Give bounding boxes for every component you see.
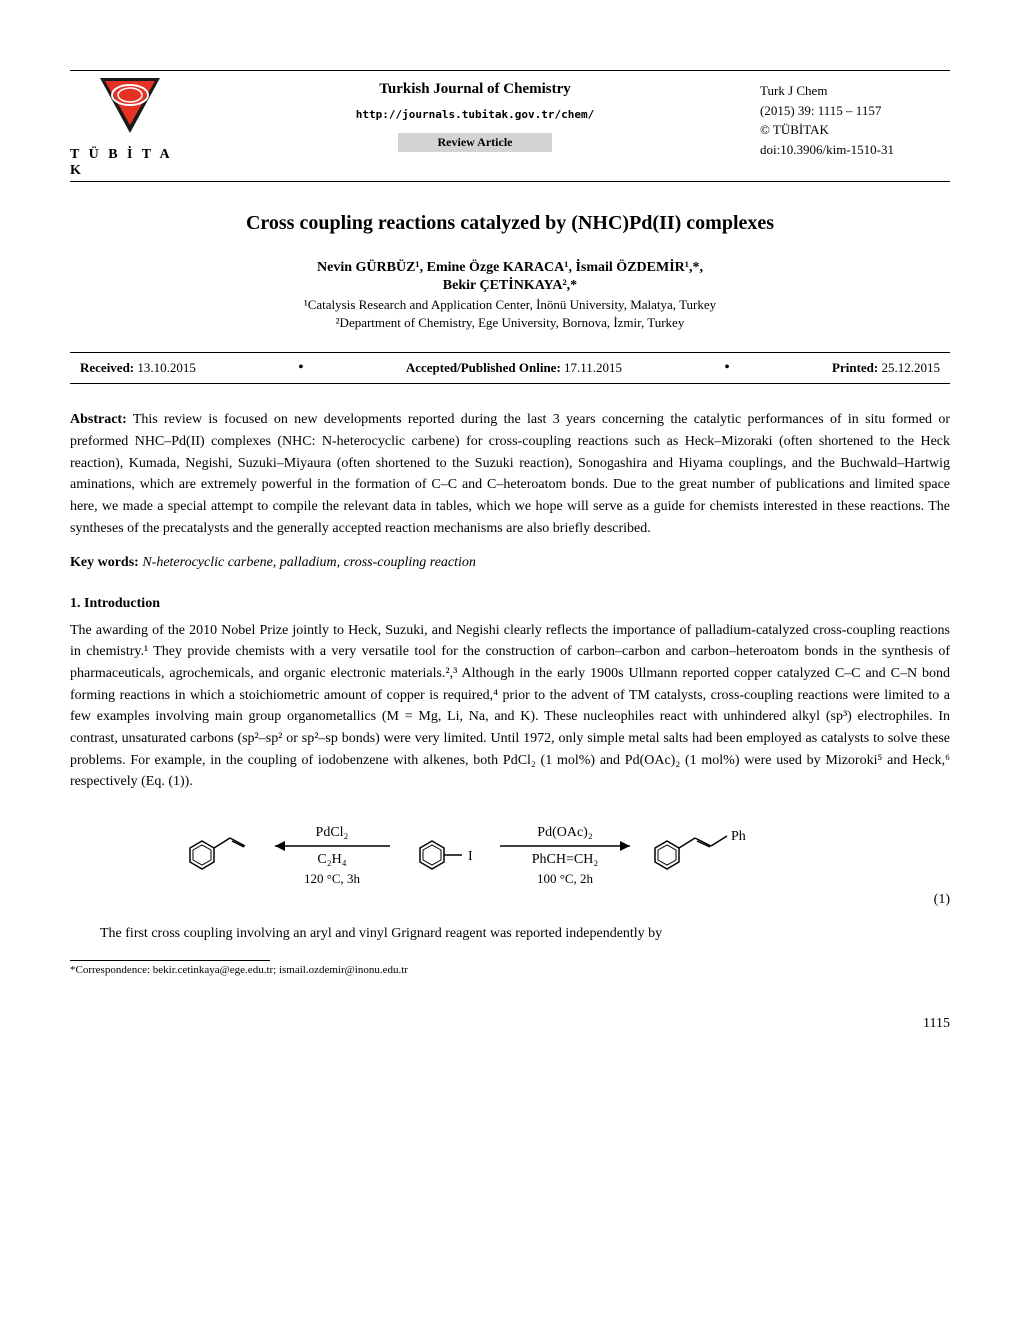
journal-issue: (2015) 39: 1115 – 1157 — [760, 101, 950, 121]
accepted-block: Accepted/Published Online: 17.11.2015 — [406, 360, 622, 376]
p2-text: The first cross coupling involving an ar… — [100, 926, 662, 941]
header-bottom-rule — [70, 181, 950, 182]
right-reagent-mid: PhCH=CH₂ — [532, 852, 599, 867]
printed-block: Printed: 25.12.2015 — [832, 360, 940, 376]
authors-line1: Nevin GÜRBÜZ¹, Emine Özge KARACA¹, İsmai… — [70, 260, 950, 276]
header-center: Turkish Journal of Chemistry http://jour… — [210, 73, 740, 179]
intro-paragraph-1: The awarding of the 2010 Nobel Prize joi… — [70, 620, 950, 794]
affiliations: ¹Catalysis Research and Application Cent… — [70, 296, 950, 332]
intro-paragraph-2: The first cross coupling involving an ar… — [70, 923, 950, 945]
left-reagent-bottom: 120 °C, 3h — [304, 871, 361, 886]
article-type-badge: Review Article — [398, 133, 553, 152]
right-reagent-bottom: 100 °C, 2h — [537, 871, 594, 886]
svg-text:I: I — [468, 849, 473, 864]
printed-label: Printed: — [832, 360, 878, 375]
received-block: Received: 13.10.2015 — [80, 360, 196, 376]
journal-copyright: © TÜBİTAK — [760, 120, 950, 140]
article-title: Cross coupling reactions catalyzed by (N… — [70, 212, 950, 235]
header-meta: Turk J Chem (2015) 39: 1115 – 1157 © TÜB… — [760, 73, 950, 179]
logo-text: T Ü B İ T A K — [70, 147, 190, 179]
reaction-svg-icon: PdCl₂ C₂H₄ 120 °C, 3h I Pd(OAc)₂ PhCH=CH… — [160, 808, 860, 903]
keywords-text: N-heterocyclic carbene, palladium, cross… — [142, 555, 476, 570]
correspondence-footnote: *Correspondence: bekir.cetinkaya@ege.edu… — [70, 964, 950, 976]
received-label: Received: — [80, 360, 134, 375]
section-1-heading: 1. Introduction — [70, 596, 950, 612]
tubitak-logo-icon — [95, 73, 165, 143]
right-reagent-top: Pd(OAc)₂ — [537, 825, 593, 840]
footnote-rule — [70, 960, 270, 961]
ph-label: Ph — [731, 829, 746, 844]
top-rule — [70, 70, 950, 71]
header-section: T Ü B İ T A K Turkish Journal of Chemist… — [70, 73, 950, 179]
journal-url: http://journals.tubitak.gov.tr/chem/ — [356, 108, 594, 121]
left-reagent-top: PdCl₂ — [316, 825, 349, 840]
keywords-label: Key words: — [70, 555, 139, 570]
reaction-scheme-1: PdCl₂ C₂H₄ 120 °C, 3h I Pd(OAc)₂ PhCH=CH… — [70, 808, 950, 908]
left-reagent-mid: C₂H₄ — [317, 852, 346, 867]
authors-line2: Bekir ÇETİNKAYA²,* — [70, 278, 950, 294]
abstract: Abstract: This review is focused on new … — [70, 409, 950, 539]
journal-doi: doi:10.3906/kim-1510-31 — [760, 140, 950, 160]
journal-short-name: Turk J Chem — [760, 81, 950, 101]
bullet-icon: • — [298, 359, 304, 377]
dates-bar: Received: 13.10.2015 • Accepted/Publishe… — [70, 352, 950, 384]
accepted-date: 17.11.2015 — [564, 360, 622, 375]
equation-number: (1) — [934, 892, 950, 908]
abstract-text: This review is focused on new developmen… — [70, 412, 950, 535]
affiliation-2: ²Department of Chemistry, Ege University… — [70, 314, 950, 332]
abstract-label: Abstract: — [70, 412, 127, 427]
page-number: 1115 — [70, 1016, 950, 1032]
logo-box: T Ü B İ T A K — [70, 73, 190, 179]
accepted-label: Accepted/Published Online: — [406, 360, 561, 375]
affiliation-1: ¹Catalysis Research and Application Cent… — [70, 296, 950, 314]
received-date: 13.10.2015 — [137, 360, 196, 375]
journal-name: Turkish Journal of Chemistry — [379, 81, 571, 98]
keywords: Key words: N-heterocyclic carbene, palla… — [70, 555, 950, 571]
printed-date: 25.12.2015 — [881, 360, 940, 375]
bullet-icon: • — [724, 359, 730, 377]
